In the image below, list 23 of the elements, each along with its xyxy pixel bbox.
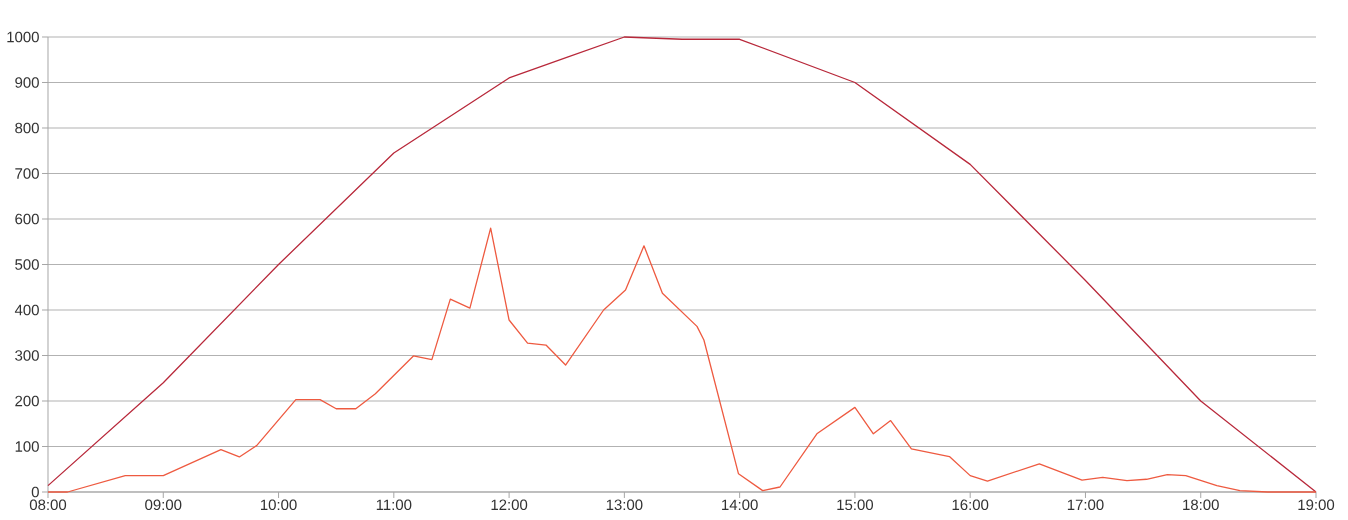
x-tick-label: 19:00 xyxy=(1298,499,1335,511)
y-tick-label: 100 xyxy=(15,441,39,452)
y-tick-label: 700 xyxy=(15,168,39,179)
y-tick-label: 1000 xyxy=(7,31,39,43)
x-tick-label: 10:00 xyxy=(260,499,297,511)
x-tick-label: 16:00 xyxy=(952,499,989,511)
y-tick-label: 800 xyxy=(15,122,39,134)
y-tick-label: 900 xyxy=(15,77,39,88)
y-tick-label: 0 xyxy=(31,486,39,498)
x-tick-label: 15:00 xyxy=(837,499,874,511)
x-tick-label: 08:00 xyxy=(29,499,67,511)
x-tick-label: 17:00 xyxy=(1067,499,1104,511)
x-tick-label: 18:00 xyxy=(1183,499,1219,511)
x-tick-label: 09:00 xyxy=(145,499,182,511)
y-tick-label: 500 xyxy=(15,259,39,270)
y-tick-label: 200 xyxy=(15,395,39,407)
y-tick-label: 400 xyxy=(14,304,39,316)
x-tick-label: 12:00 xyxy=(491,499,528,511)
x-tick-label: 14:00 xyxy=(722,499,758,511)
x-tick-label: 13:00 xyxy=(606,499,643,511)
x-tick-label: 11:00 xyxy=(376,499,412,511)
y-tick-label: 600 xyxy=(15,213,39,225)
y-tick-label: 300 xyxy=(15,350,39,361)
